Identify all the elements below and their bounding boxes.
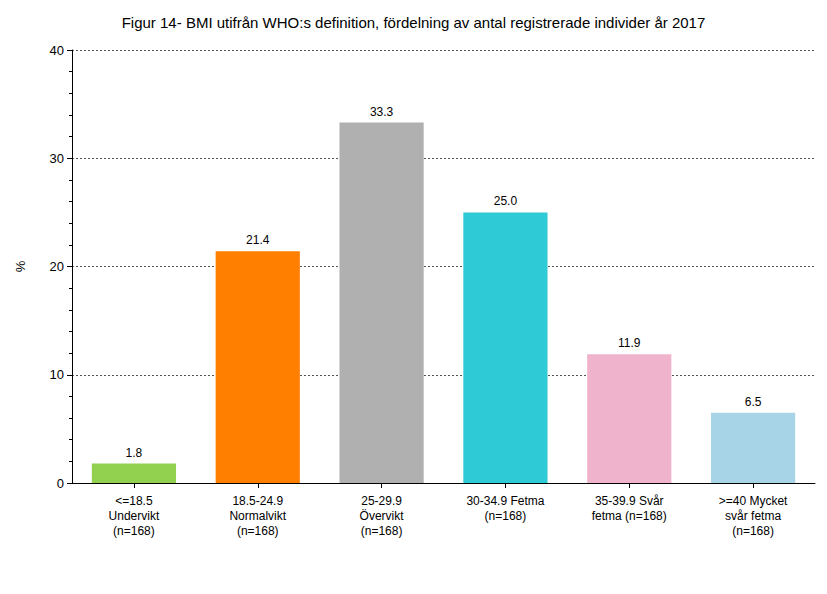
svg-text:0: 0 — [57, 476, 64, 491]
svg-text:(n=168): (n=168) — [485, 509, 527, 523]
svg-text:21.4: 21.4 — [246, 233, 270, 247]
svg-text:(n=168): (n=168) — [361, 524, 403, 538]
svg-text:%: % — [13, 260, 28, 272]
svg-text:(n=168): (n=168) — [113, 524, 155, 538]
svg-text:>=40 Mycket: >=40 Mycket — [719, 494, 788, 508]
svg-text:Undervikt: Undervikt — [109, 509, 160, 523]
svg-text:25-29.9: 25-29.9 — [361, 494, 402, 508]
svg-text:11.9: 11.9 — [618, 336, 641, 350]
svg-text:1.8: 1.8 — [126, 446, 143, 460]
svg-text:33.3: 33.3 — [370, 105, 394, 119]
svg-text:30: 30 — [50, 151, 64, 166]
svg-text:18.5-24.9: 18.5-24.9 — [232, 494, 283, 508]
svg-text:svår fetma: svår fetma — [725, 509, 781, 523]
svg-text:6.5: 6.5 — [745, 395, 762, 409]
svg-text:(n=168): (n=168) — [732, 524, 774, 538]
svg-text:Övervikt: Övervikt — [360, 509, 405, 523]
svg-text:Figur 14- BMI utifrån WHO:s de: Figur 14- BMI utifrån WHO:s definition, … — [122, 14, 706, 31]
svg-text:fetma (n=168): fetma (n=168) — [592, 509, 667, 523]
svg-text:Normalvikt: Normalvikt — [229, 509, 286, 523]
svg-text:25.0: 25.0 — [494, 194, 518, 208]
svg-text:35-39.9 Svår: 35-39.9 Svår — [595, 494, 664, 508]
svg-text:10: 10 — [50, 367, 64, 382]
svg-text:40: 40 — [50, 43, 64, 58]
svg-text:20: 20 — [50, 259, 64, 274]
svg-text:<=18.5: <=18.5 — [115, 494, 153, 508]
svg-text:(n=168): (n=168) — [237, 524, 279, 538]
svg-text:30-34.9 Fetma: 30-34.9 Fetma — [466, 494, 544, 508]
